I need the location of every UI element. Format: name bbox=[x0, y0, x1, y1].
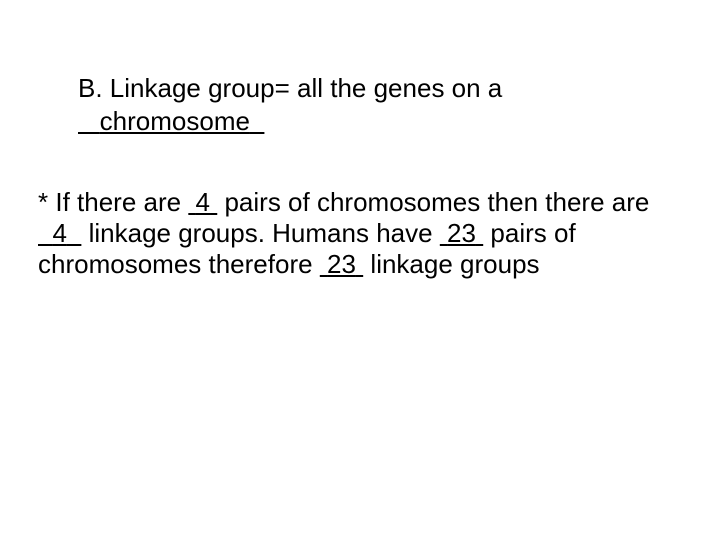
heading-line-1: B. Linkage group= all the genes on a bbox=[78, 72, 682, 105]
fill-value-3: 23 bbox=[447, 218, 476, 248]
blank-3a bbox=[440, 218, 447, 248]
fill-value-4: 23 bbox=[327, 249, 356, 279]
text-segment: linkage groups bbox=[363, 249, 539, 279]
text-segment: pairs of chromosomes then there are bbox=[217, 187, 649, 217]
text-segment: * If there are bbox=[38, 187, 188, 217]
slide-content: B. Linkage group= all the genes on a chr… bbox=[38, 72, 682, 281]
blank-4a bbox=[320, 249, 327, 279]
fill-value-1: 4 bbox=[196, 187, 210, 217]
blank-2a bbox=[38, 218, 52, 248]
answer-chromosome: chromosome bbox=[100, 106, 250, 136]
blank-2b bbox=[67, 218, 81, 248]
blank-prefix bbox=[78, 106, 100, 136]
blank-1a bbox=[188, 187, 195, 217]
fill-value-2: 4 bbox=[52, 218, 66, 248]
body-paragraph: * If there are 4 pairs of chromosomes th… bbox=[38, 187, 682, 281]
blank-suffix bbox=[250, 106, 264, 136]
heading-line-2: chromosome bbox=[78, 105, 682, 138]
text-segment: linkage groups. Humans have bbox=[81, 218, 439, 248]
